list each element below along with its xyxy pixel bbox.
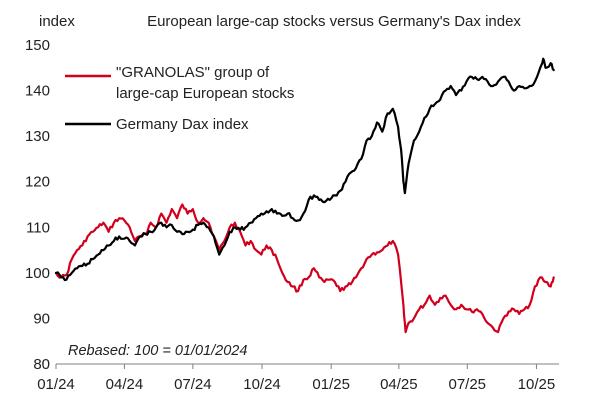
x-tick-label: 04/25 bbox=[380, 376, 418, 393]
series-line-1 bbox=[54, 57, 555, 282]
series-lines bbox=[54, 57, 555, 334]
y-tick-label: 80 bbox=[33, 356, 50, 373]
series-line-0 bbox=[54, 203, 555, 334]
y-tick-label: 100 bbox=[25, 265, 50, 282]
y-tick-label: 120 bbox=[25, 174, 50, 191]
y-tick-label: 110 bbox=[26, 219, 50, 236]
y-tick-label: 150 bbox=[25, 37, 50, 54]
legend-label: large-cap European stocks bbox=[116, 85, 294, 102]
y-tick-label: 90 bbox=[33, 310, 50, 327]
legend-label: Germany Dax index bbox=[116, 116, 249, 133]
legend-item-0: "GRANOLAS" group of large-cap European st… bbox=[65, 64, 294, 102]
x-tick-label: 07/24 bbox=[174, 376, 212, 393]
legend-label: "GRANOLAS" group of bbox=[116, 64, 270, 81]
x-tick-label: 01/24 bbox=[37, 376, 75, 393]
x-tick-label: 10/25 bbox=[518, 376, 556, 393]
chart-title: European large-cap stocks versus Germany… bbox=[147, 13, 521, 30]
legend-item-1: Germany Dax index bbox=[65, 116, 249, 133]
x-tick-label: 04/24 bbox=[106, 376, 144, 393]
y-tick-label: 140 bbox=[25, 83, 50, 100]
x-tick-label: 10/24 bbox=[243, 376, 281, 393]
y-axis-unit-label: index bbox=[39, 13, 75, 30]
y-tick-label: 130 bbox=[25, 128, 50, 145]
x-tick-label: 07/25 bbox=[448, 376, 486, 393]
legend: "GRANOLAS" group of large-cap European st… bbox=[65, 64, 294, 133]
rebase-note: Rebased: 100 = 01/01/2024 bbox=[68, 343, 247, 359]
axes: 80 90 100 110 120 130 140 150 01/24 04/24 07/24 10/… bbox=[25, 37, 559, 393]
x-tick-label: 01/25 bbox=[312, 376, 350, 393]
